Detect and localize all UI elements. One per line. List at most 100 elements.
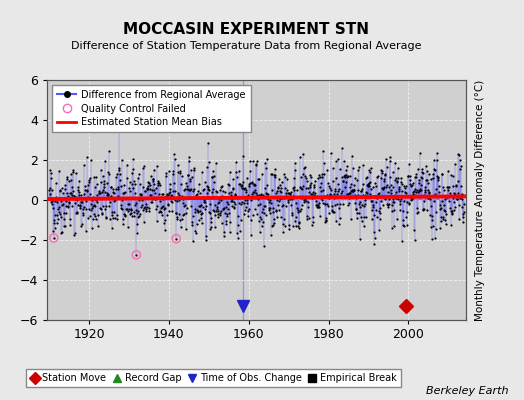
Point xyxy=(135,197,143,203)
Point xyxy=(292,214,300,220)
Point xyxy=(384,183,392,190)
Point xyxy=(353,215,361,221)
Point xyxy=(145,180,153,186)
Point xyxy=(193,221,201,227)
Point xyxy=(281,174,289,180)
Point xyxy=(199,204,207,211)
Point xyxy=(96,190,105,196)
Point xyxy=(146,192,155,198)
Point xyxy=(437,218,445,224)
Point xyxy=(88,204,96,211)
Point xyxy=(249,182,258,188)
Point xyxy=(49,194,57,201)
Point xyxy=(396,207,405,214)
Point xyxy=(167,192,175,198)
Point xyxy=(168,198,177,205)
Point xyxy=(187,186,195,192)
Point xyxy=(95,205,104,211)
Point xyxy=(142,208,150,215)
Point xyxy=(72,210,80,216)
Point xyxy=(225,190,234,197)
Point xyxy=(154,182,162,189)
Point xyxy=(128,185,137,191)
Point xyxy=(117,202,126,208)
Point xyxy=(334,186,343,192)
Point xyxy=(170,180,179,186)
Point xyxy=(141,201,150,208)
Point xyxy=(243,200,252,206)
Point xyxy=(209,185,217,192)
Point xyxy=(370,235,379,241)
Point xyxy=(367,216,376,222)
Point xyxy=(328,207,336,214)
Point xyxy=(93,192,101,198)
Point xyxy=(315,203,323,210)
Point xyxy=(129,212,138,219)
Point xyxy=(458,204,466,210)
Point xyxy=(50,217,58,224)
Point xyxy=(63,176,71,183)
Point xyxy=(257,191,265,197)
Point xyxy=(120,190,128,196)
Point xyxy=(341,174,350,180)
Point xyxy=(296,184,304,190)
Point xyxy=(310,190,319,196)
Point xyxy=(339,200,347,207)
Point xyxy=(80,191,88,198)
Point xyxy=(221,210,230,216)
Point xyxy=(121,212,129,218)
Point xyxy=(255,176,263,182)
Point xyxy=(181,180,190,187)
Point xyxy=(374,190,383,196)
Point xyxy=(62,209,71,216)
Point xyxy=(199,186,207,193)
Point xyxy=(139,162,148,169)
Point xyxy=(428,236,436,242)
Point xyxy=(47,170,56,176)
Point xyxy=(276,196,285,202)
Point xyxy=(199,196,208,203)
Point xyxy=(318,171,326,177)
Point xyxy=(82,198,91,204)
Point xyxy=(66,190,74,196)
Point xyxy=(178,216,187,222)
Point xyxy=(371,180,379,187)
Point xyxy=(277,184,286,191)
Point xyxy=(332,158,341,164)
Point xyxy=(226,169,234,175)
Point xyxy=(278,203,286,210)
Point xyxy=(285,190,293,196)
Point xyxy=(353,192,362,198)
Point xyxy=(50,235,58,241)
Point xyxy=(373,174,381,181)
Point xyxy=(401,190,410,196)
Point xyxy=(160,194,168,201)
Point xyxy=(218,220,226,226)
Point xyxy=(191,192,200,198)
Point xyxy=(235,168,243,174)
Point xyxy=(63,174,72,180)
Point xyxy=(365,182,374,189)
Point xyxy=(83,154,91,161)
Point xyxy=(202,233,210,240)
Point xyxy=(117,206,126,212)
Point xyxy=(279,220,287,227)
Point xyxy=(255,192,264,198)
Point xyxy=(179,196,188,202)
Point xyxy=(445,192,453,199)
Point xyxy=(70,193,79,200)
Point xyxy=(441,217,450,223)
Point xyxy=(205,226,214,233)
Point xyxy=(220,232,228,239)
Point xyxy=(369,212,378,218)
Point xyxy=(316,213,324,220)
Point xyxy=(62,203,70,210)
Point xyxy=(414,188,423,195)
Point xyxy=(297,174,305,180)
Point xyxy=(298,202,306,208)
Point xyxy=(389,168,398,175)
Point xyxy=(110,198,118,205)
Point xyxy=(269,216,278,222)
Point xyxy=(61,182,69,188)
Point xyxy=(407,195,416,201)
